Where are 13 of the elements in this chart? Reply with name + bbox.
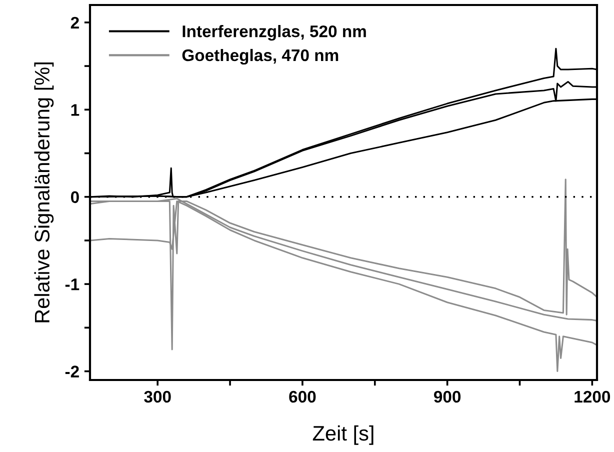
y-axis-title: Relative Signaländerung [%] xyxy=(34,62,54,322)
y-tick-label: -1 xyxy=(65,278,80,290)
legend-label: Interferenzglas, 520 nm xyxy=(182,25,366,41)
y-tick-label: 1 xyxy=(71,104,80,116)
y-tick-label: -2 xyxy=(65,366,79,378)
x-tick-label: 1200 xyxy=(574,390,610,403)
legend-label: Goetheglas, 470 nm xyxy=(182,48,338,65)
x-tick-label: 900 xyxy=(434,390,461,403)
y-tick-label: 2 xyxy=(70,16,79,28)
x-tick-label: 300 xyxy=(144,390,171,403)
x-tick-label: 600 xyxy=(289,390,316,403)
x-axis-title: Zeit [s] xyxy=(312,425,374,445)
y-tick-label: 0 xyxy=(70,191,79,204)
